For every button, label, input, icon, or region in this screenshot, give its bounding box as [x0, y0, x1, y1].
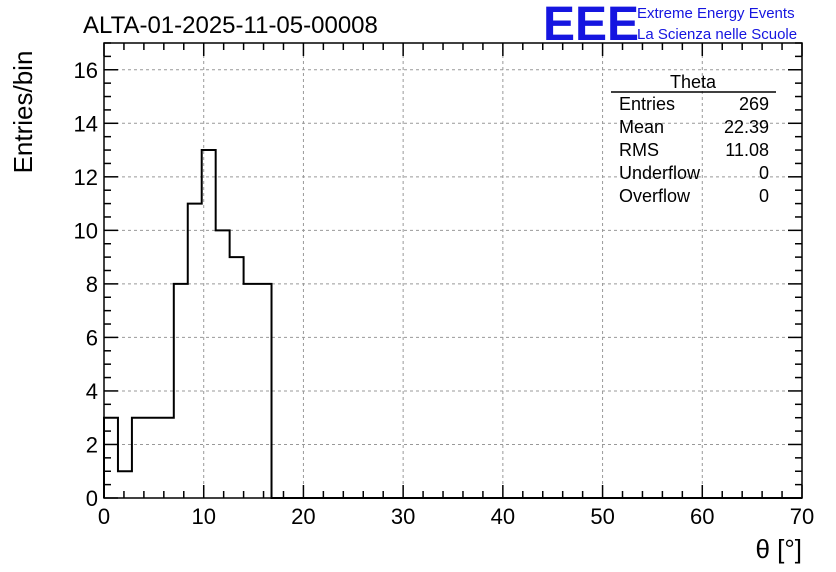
histogram-outline: [103, 149, 802, 499]
histogram-bin: [188, 204, 202, 498]
y-axis-label: Entries/bin: [8, 51, 38, 174]
y-tick-label: 14: [74, 111, 98, 136]
histogram-bin: [118, 471, 132, 498]
y-tick-label: 16: [74, 58, 98, 83]
axis-ticks: 0 10 20 30 40 50 60 70 0 2 4 6 8 10 12 14 16: [74, 42, 814, 529]
stats-row-label: Mean: [619, 117, 664, 137]
stats-title: Theta: [670, 72, 717, 92]
y-tick-label: 0: [86, 486, 98, 511]
x-tick-label: 40: [491, 504, 515, 529]
stats-row-label: Entries: [619, 94, 675, 114]
histogram-bin: [132, 418, 146, 498]
stats-row-label: RMS: [619, 140, 659, 160]
stats-row-label: Underflow: [619, 163, 701, 183]
y-tick-label: 4: [86, 379, 98, 404]
x-tick-label: 70: [790, 504, 814, 529]
x-tick-label: 60: [690, 504, 714, 529]
y-tick-label: 6: [86, 325, 98, 350]
grid: [104, 43, 802, 498]
histogram-bin: [146, 418, 160, 498]
logo-line-1: Extreme Energy Events: [637, 5, 795, 22]
plot-frame: [103, 42, 803, 499]
histogram-bin: [174, 284, 188, 498]
stats-row-value: 269: [739, 94, 769, 114]
stats-row-value: 0: [759, 163, 769, 183]
y-tick-label: 10: [74, 218, 98, 243]
y-tick-label: 8: [86, 272, 98, 297]
logo-line-2: La Scienza nelle Scuole: [637, 26, 797, 43]
x-tick-label: 50: [590, 504, 614, 529]
stats-box: Theta Entries 269 Mean 22.39 RMS 11.08 Underfl…: [611, 72, 776, 206]
histogram-bin: [160, 418, 174, 498]
y-tick-label: 12: [74, 165, 98, 190]
x-tick-label: 0: [98, 504, 110, 529]
x-axis-label: θ [°]: [755, 534, 802, 564]
x-tick-label: 30: [391, 504, 415, 529]
histogram-bin: [216, 230, 230, 498]
stats-row-value: 0: [759, 186, 769, 206]
stats-row-value: 22.39: [724, 117, 769, 137]
histogram-bin: [258, 284, 272, 498]
eee-logo: EEE Extreme Energy Events La Scienza nel…: [543, 0, 797, 51]
chart-title: ALTA-01-2025-11-05-00008: [83, 12, 378, 39]
stats-row-label: Overflow: [619, 186, 691, 206]
histogram-series: [103, 149, 802, 499]
x-tick-label: 10: [191, 504, 215, 529]
x-tick-label: 20: [291, 504, 315, 529]
plot-border: [103, 42, 803, 499]
stats-row-value: 11.08: [725, 140, 769, 160]
y-tick-label: 2: [86, 432, 98, 457]
logo-mark: EEE: [543, 0, 639, 51]
histogram-bin: [230, 257, 244, 498]
